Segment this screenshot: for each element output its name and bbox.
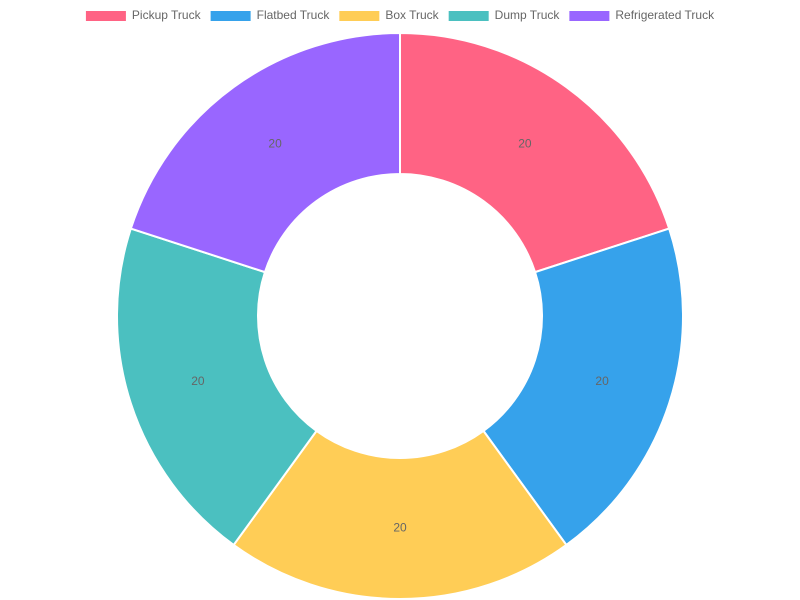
value-label: 20 xyxy=(268,136,282,150)
legend-swatch xyxy=(339,11,380,21)
legend-label: Pickup Truck xyxy=(132,8,202,22)
segment[interactable] xyxy=(232,429,568,600)
legend-swatch xyxy=(448,11,489,21)
legend-label: Box Truck xyxy=(385,8,439,22)
segment[interactable] xyxy=(116,227,318,547)
value-label: 20 xyxy=(393,521,407,535)
legend-item[interactable]: Flatbed Truck xyxy=(210,8,331,22)
segment[interactable] xyxy=(399,31,671,274)
legend-item[interactable]: Refrigerated Truck xyxy=(569,8,715,22)
value-label: 20 xyxy=(518,136,532,150)
legend-label: Flatbed Truck xyxy=(257,8,331,22)
value-label: 20 xyxy=(595,374,609,388)
legend-item[interactable]: Dump Truck xyxy=(448,8,561,22)
legend-swatch xyxy=(210,11,251,21)
legend-swatch xyxy=(569,11,610,21)
legend: Pickup Truck Flatbed Truck Box Truck Dump T… xyxy=(85,8,715,22)
segment[interactable] xyxy=(482,227,684,547)
segment[interactable] xyxy=(129,31,401,274)
legend-item[interactable]: Box Truck xyxy=(339,8,440,22)
value-label: 20 xyxy=(191,374,205,388)
legend-label: Dump Truck xyxy=(495,8,561,22)
legend-label: Refrigerated Truck xyxy=(615,8,715,22)
legend-item[interactable]: Pickup Truck xyxy=(85,8,202,22)
legend-swatch xyxy=(85,11,126,21)
